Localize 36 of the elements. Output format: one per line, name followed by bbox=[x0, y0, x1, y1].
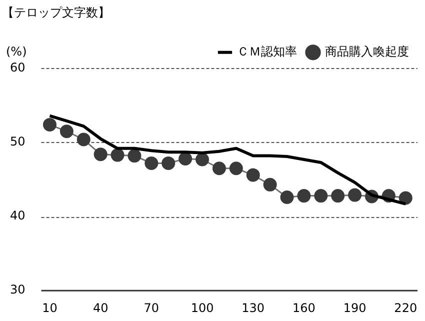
point bbox=[60, 124, 74, 138]
y-tick-label: 50 bbox=[10, 134, 26, 149]
point bbox=[263, 178, 277, 192]
point bbox=[76, 132, 90, 146]
y-tick-label: 40 bbox=[10, 208, 26, 223]
x-tick-label: 220 bbox=[394, 300, 418, 315]
x-tick-label: 40 bbox=[92, 300, 108, 315]
x-tick-label: 70 bbox=[144, 300, 160, 315]
point bbox=[398, 191, 412, 205]
y-tick-label: 30 bbox=[10, 282, 26, 297]
point bbox=[162, 156, 176, 170]
point bbox=[94, 148, 108, 162]
point bbox=[42, 118, 56, 132]
point bbox=[280, 190, 294, 204]
x-tick-label: 160 bbox=[292, 300, 316, 315]
y-axis-title: (%) bbox=[6, 44, 27, 59]
point bbox=[331, 189, 345, 203]
point bbox=[128, 149, 142, 163]
point bbox=[144, 156, 158, 170]
point bbox=[178, 152, 192, 166]
chart-title: 【テロップ文字数】 bbox=[2, 5, 110, 20]
x-tick-label: 100 bbox=[190, 300, 214, 315]
point bbox=[348, 188, 362, 202]
legend-label: 商品購入喚起度 bbox=[325, 44, 409, 59]
x-tick-label: 130 bbox=[242, 300, 265, 315]
point bbox=[297, 189, 311, 203]
point bbox=[229, 162, 243, 176]
y-tick-label: 60 bbox=[10, 60, 26, 75]
point bbox=[110, 148, 124, 162]
point bbox=[246, 168, 260, 182]
x-tick-label: 190 bbox=[343, 300, 366, 315]
point bbox=[212, 162, 226, 176]
x-tick-label: 10 bbox=[42, 300, 58, 315]
point bbox=[196, 152, 210, 166]
point bbox=[314, 189, 328, 203]
legend-label: ＣＭ認知率 bbox=[237, 44, 297, 59]
